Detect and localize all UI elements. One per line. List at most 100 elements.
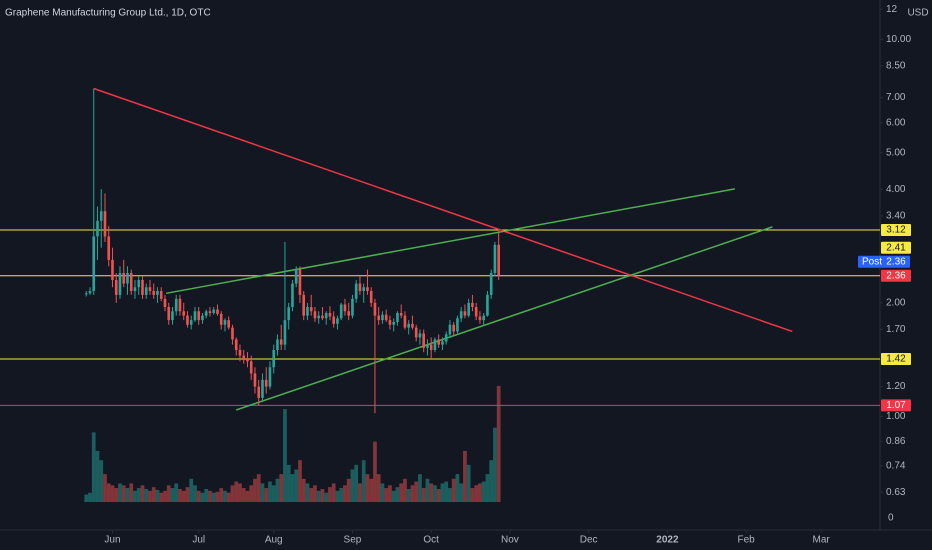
candle-body xyxy=(212,309,216,313)
candle-body xyxy=(313,311,317,319)
x-tick-label: Oct xyxy=(423,535,439,546)
volume-tick-label: 0 xyxy=(888,513,894,524)
candle-body xyxy=(133,287,137,292)
candle-body xyxy=(381,314,384,321)
volume-bar xyxy=(163,490,167,502)
volume-bar xyxy=(129,483,134,502)
candle-body xyxy=(159,291,163,299)
candle-body xyxy=(88,291,92,294)
candle-body xyxy=(328,312,332,317)
candle-body xyxy=(486,294,489,316)
candle-body xyxy=(253,373,257,387)
volume-bar xyxy=(489,460,494,502)
candle-body xyxy=(204,311,208,316)
candle-body xyxy=(261,379,264,398)
volume-bar xyxy=(204,489,209,502)
volume-bar xyxy=(91,432,96,502)
candle-body xyxy=(107,236,111,260)
volume-bar xyxy=(339,488,344,502)
volume-bar xyxy=(425,478,430,502)
candle-body xyxy=(246,358,249,362)
volume-bar xyxy=(305,483,310,502)
volume-bar xyxy=(406,489,411,502)
candle-body xyxy=(437,339,440,345)
candle-body xyxy=(429,344,433,350)
volume-pane xyxy=(84,385,501,502)
volume-bar xyxy=(335,490,340,502)
volume-bar xyxy=(185,487,190,502)
candle-body xyxy=(324,312,328,319)
drawings xyxy=(0,87,880,411)
candle-body xyxy=(178,298,182,312)
volume-bar xyxy=(106,483,111,502)
volume-bar xyxy=(256,474,261,502)
volume-bar xyxy=(249,485,254,502)
volume-bar xyxy=(181,490,186,502)
x-tick-label: Mar xyxy=(813,535,831,546)
candle-body xyxy=(163,298,167,308)
volume-bar xyxy=(136,488,141,502)
candle-body xyxy=(332,316,336,324)
candle-body xyxy=(272,349,276,368)
price-tag xyxy=(881,399,911,412)
trend-line xyxy=(93,87,793,333)
candle-body xyxy=(448,324,452,335)
candle-body xyxy=(257,386,261,398)
post-tag-value: 2.36 xyxy=(886,256,906,267)
candle-body xyxy=(392,321,396,325)
volume-bar xyxy=(399,483,404,502)
volume-bar xyxy=(283,409,287,502)
x-tick-label: Aug xyxy=(265,535,283,546)
price-tag-label: 3.12 xyxy=(886,225,906,236)
price-tag-label: 1.07 xyxy=(886,400,906,411)
volume-bar xyxy=(114,488,119,502)
candle-body xyxy=(426,344,429,348)
axes: 12 10.00 8.50 7.00 6.00 5.00 4.00 3.40 2.00 1.70 1… xyxy=(104,4,911,546)
volume-bar xyxy=(241,488,246,502)
volume-bar xyxy=(418,474,422,502)
volume-bar xyxy=(380,483,385,502)
volume-bar xyxy=(208,490,212,502)
candle-body xyxy=(422,333,426,348)
candle-body xyxy=(279,339,283,345)
volume-bar xyxy=(429,483,434,502)
x-tick-label: Jun xyxy=(104,535,120,546)
volume-bar xyxy=(331,483,336,502)
volume-bar xyxy=(226,492,231,502)
candle-body xyxy=(227,320,231,328)
candle-body xyxy=(234,339,238,350)
volume-bar xyxy=(95,450,100,502)
y-tick-label: 2.00 xyxy=(886,298,906,309)
volume-bar xyxy=(343,485,347,502)
y-tick-label: 5.00 xyxy=(886,147,906,158)
volume-bar xyxy=(395,487,400,502)
candle-body xyxy=(471,302,474,308)
volume-bar xyxy=(268,481,272,502)
volume-bar xyxy=(148,490,152,502)
y-tick-label: 6.00 xyxy=(886,117,906,128)
volume-bar xyxy=(391,490,396,502)
volume-bar xyxy=(485,474,490,502)
volume-bar xyxy=(275,478,280,502)
y-tick-label: 1.70 xyxy=(886,324,906,335)
candle-body xyxy=(208,311,212,313)
volume-bar xyxy=(493,427,497,502)
volume-bar xyxy=(346,478,351,502)
y-tick-label: 0.74 xyxy=(886,460,906,471)
candle-body xyxy=(144,287,148,295)
volume-bar xyxy=(354,464,359,502)
candle-body xyxy=(197,311,201,321)
candle-body xyxy=(354,283,358,299)
volume-bar xyxy=(174,483,179,502)
candle-body xyxy=(118,272,122,295)
price-tag-label: 2.41 xyxy=(886,242,906,253)
candle-body xyxy=(302,294,306,316)
volume-bar xyxy=(474,485,479,502)
volume-bar xyxy=(481,481,486,502)
volume-bar xyxy=(133,490,137,502)
volume-bar xyxy=(455,474,460,502)
candle-body xyxy=(114,279,118,295)
y-tick-label: 8.50 xyxy=(886,60,906,71)
